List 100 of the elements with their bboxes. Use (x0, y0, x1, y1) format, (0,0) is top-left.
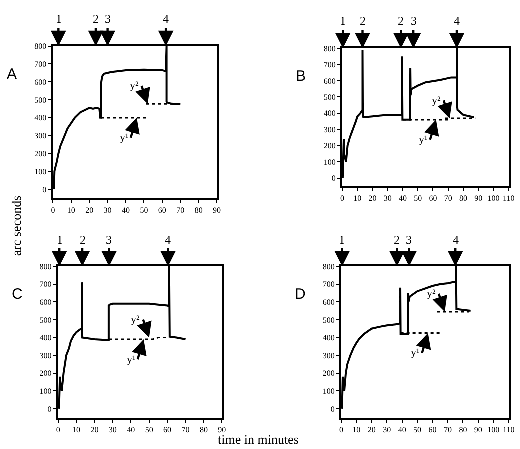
y-tick-label: 500 (40, 316, 52, 325)
annotation: y² (131, 314, 140, 326)
annotation: 3 (105, 12, 111, 26)
y-tick-label: 600 (322, 298, 335, 307)
y-tick-label: 0 (332, 174, 336, 184)
x-tick-label: 110 (503, 194, 515, 204)
text: B (296, 68, 306, 85)
annotation: 3 (411, 14, 417, 28)
x-tick-label: 50 (414, 425, 422, 434)
x-tick-label: 10 (352, 425, 361, 434)
annotation: y¹ (411, 347, 420, 359)
x-tick-label: 20 (368, 425, 376, 434)
annotation: 1 (340, 14, 346, 28)
x-tick-label: 80 (460, 194, 468, 204)
y-tick-label: 500 (324, 92, 336, 102)
x-tick-label: 90 (213, 206, 222, 216)
y-tick-label: 800 (40, 262, 52, 272)
y-tick-label: 700 (40, 280, 52, 290)
y-tick-label: 400 (34, 114, 47, 123)
x-tick-label: 20 (90, 425, 99, 434)
annotation: 2 (394, 233, 400, 247)
annotation: 3 (106, 233, 112, 247)
annotation: 2 (398, 14, 404, 28)
y-tick-label: 200 (34, 150, 47, 159)
y-tick-label: 0 (48, 404, 52, 414)
x-tick-label: 60 (429, 194, 438, 204)
x-tick-label: 30 (383, 425, 392, 434)
annotation: 4 (165, 233, 171, 247)
x-tick-label: 100 (488, 194, 500, 204)
x-tick-label: 110 (503, 425, 515, 434)
annotation: 3 (406, 233, 412, 247)
y-tick-label: 600 (40, 298, 52, 307)
y-tick-label: 0 (330, 404, 335, 414)
annotation: y¹ (127, 354, 136, 366)
y-tick-label: 100 (40, 386, 52, 396)
annotation: 4 (163, 12, 169, 26)
annotation: 4 (454, 14, 460, 28)
y-tick-label: 500 (34, 96, 47, 105)
x-tick-label: 20 (368, 194, 377, 204)
x-tick-label: 50 (140, 206, 148, 216)
x-tick-label: 70 (182, 425, 190, 434)
x-tick-label: 60 (428, 425, 437, 434)
annotation: 2 (360, 14, 366, 28)
x-tick-label: 10 (72, 425, 81, 434)
x-tick-label: 80 (194, 206, 203, 216)
x-tick-label: 40 (398, 194, 407, 204)
y-tick-label: 200 (324, 142, 336, 151)
y-axis-title: arc seconds (9, 196, 24, 256)
y-tick-label: 500 (322, 316, 335, 325)
x-tick-label: 70 (444, 194, 452, 204)
text: A (7, 66, 18, 83)
annotation: 2 (93, 12, 99, 26)
y-tick-label: 600 (324, 76, 336, 86)
x-tick-label: 20 (86, 206, 94, 216)
x-tick-label: 90 (474, 425, 482, 434)
text: D (295, 286, 306, 303)
annotation: 4 (453, 233, 459, 247)
y-tick-label: 700 (34, 60, 47, 69)
y-tick-label: 400 (40, 334, 52, 343)
annotation: y¹ (120, 132, 129, 144)
y-tick-label: 700 (324, 60, 336, 70)
y-tick-label: 600 (34, 78, 47, 87)
x-tick-label: 60 (164, 425, 172, 434)
annotation: y¹ (419, 134, 428, 146)
x-tick-label: 70 (444, 425, 452, 434)
x-axis-title: time in minutes (218, 432, 299, 447)
y-tick-label: 800 (324, 44, 336, 54)
y-tick-label: 100 (324, 158, 336, 167)
annotation: y² (130, 80, 140, 92)
x-tick-label: 0 (339, 425, 344, 434)
annotation: 1 (57, 233, 63, 247)
y-tick-label: 700 (322, 280, 335, 290)
y-tick-label: 100 (34, 167, 47, 176)
x-tick-label: 0 (56, 425, 60, 434)
y-tick-label: 0 (42, 185, 47, 194)
x-tick-label: 0 (340, 194, 344, 204)
y-tick-label: 800 (34, 42, 47, 52)
annotation: y² (427, 288, 436, 300)
x-tick-label: 50 (145, 425, 154, 434)
y-tick-label: 300 (322, 351, 335, 360)
y-tick-label: 300 (40, 351, 52, 360)
y-tick-label: 100 (322, 386, 335, 396)
annotation: 1 (56, 12, 62, 26)
y-tick-label: 800 (322, 262, 335, 272)
y-tick-label: 200 (40, 369, 52, 378)
x-tick-label: 80 (200, 425, 208, 434)
x-tick-label: 40 (122, 206, 130, 216)
x-tick-label: 100 (488, 425, 500, 434)
annotation: y² (432, 95, 442, 107)
annotation: 2 (80, 233, 86, 247)
y-tick-label: 300 (324, 125, 336, 134)
x-tick-label: 50 (414, 194, 422, 204)
y-tick-label: 200 (322, 369, 335, 378)
x-tick-label: 30 (104, 206, 112, 216)
x-tick-label: 40 (127, 425, 136, 434)
x-tick-label: 40 (398, 425, 406, 434)
text: C (12, 286, 23, 303)
x-tick-label: 30 (108, 425, 117, 434)
x-tick-label: 10 (354, 194, 362, 204)
x-tick-label: 10 (67, 206, 76, 216)
